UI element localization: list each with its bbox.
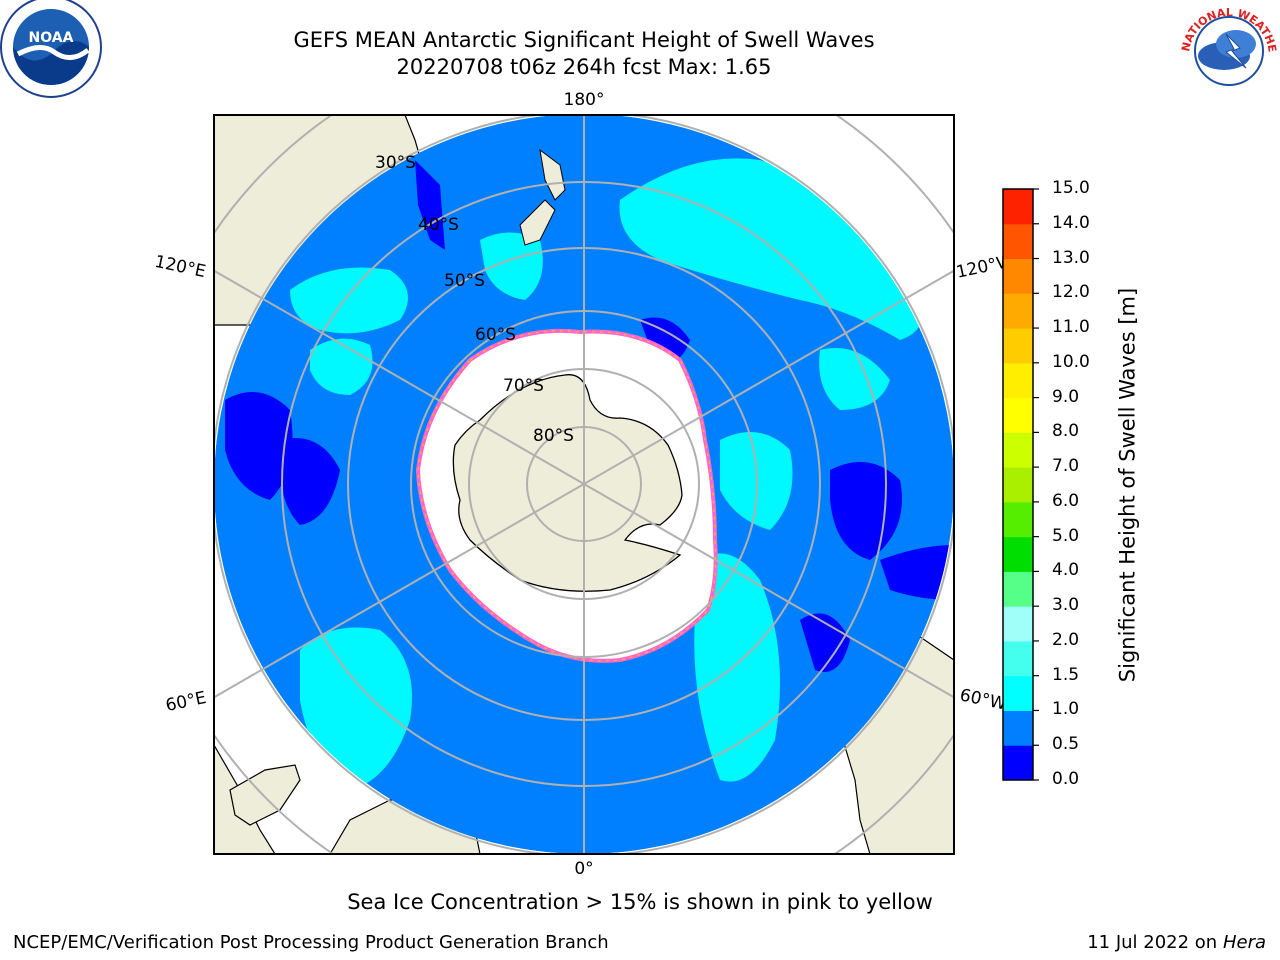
colorbar-tick-label: 11.0 — [1052, 317, 1090, 338]
colorbar-swatch — [1003, 397, 1033, 433]
lat-label-70s: 70°S — [503, 376, 544, 396]
lat-label-30s: 30°S — [375, 153, 416, 173]
noaa-logo: NOAA — [0, 0, 102, 98]
colorbar-tick-label: 14.0 — [1052, 212, 1090, 233]
chart-title: GEFS MEAN Antarctic Significant Height o… — [293, 28, 875, 52]
colorbar-tick-label: 15.0 — [1052, 178, 1090, 198]
colorbar-swatch — [1003, 223, 1033, 260]
swell-band-1-1.5m — [290, 158, 923, 790]
colorbar-tick-label: 2.0 — [1052, 629, 1080, 650]
lon-label-0: 0° — [574, 859, 593, 879]
colorbar-tick-label: 4.0 — [1052, 560, 1080, 581]
colorbar-swatch — [1003, 745, 1033, 781]
colorbar — [1002, 188, 1039, 781]
colorbar-swatch — [1003, 710, 1033, 746]
noaa-logo-text: NOAA — [29, 30, 74, 46]
colorbar-swatch — [1003, 501, 1033, 538]
colorbar-swatch — [1003, 467, 1033, 503]
antarctica-land — [452, 374, 683, 592]
lat-label-40s: 40°S — [418, 215, 459, 235]
sea-ice-note: Sea Ice Concentration > 15% is shown in … — [347, 890, 933, 914]
colorbar-swatch — [1003, 258, 1033, 294]
colorbar-tick-label: 3.0 — [1052, 595, 1080, 616]
colorbar-tick-label: 7.0 — [1052, 456, 1080, 477]
lon-label-60e: 60°E — [164, 688, 208, 716]
footer-date-text: 11 Jul 2022 on — [1087, 932, 1218, 953]
new-zealand-south — [519, 199, 556, 246]
colorbar-tick-label: 8.0 — [1052, 421, 1080, 442]
colorbar-swatch — [1003, 362, 1033, 399]
colorbar-tick-label: 0.5 — [1052, 734, 1080, 755]
colorbar-swatch — [1003, 189, 1033, 225]
colorbar-tick-label: 6.0 — [1052, 490, 1080, 511]
colorbar-swatch — [1003, 606, 1033, 642]
lon-label-180: 180° — [564, 90, 605, 110]
colorbar-tick-label: 5.0 — [1052, 525, 1080, 546]
footer-date: 11 Jul 2022 on Hera — [1087, 932, 1266, 953]
lat-label-50s: 50°S — [444, 271, 485, 291]
map-panel: 30°S 40°S 50°S 60°S 70°S 80°S — [214, 115, 954, 854]
colorbar-swatch — [1003, 571, 1033, 607]
colorbar-swatch — [1003, 432, 1033, 468]
swell-band-0-0.5m — [225, 160, 954, 672]
colorbar-swatch — [1003, 293, 1033, 329]
colorbar-tick-label: 9.0 — [1052, 386, 1080, 407]
colorbar-swatch — [1003, 675, 1033, 711]
lon-label-120e: 120°E — [153, 252, 208, 282]
colorbar-tick-label: 1.0 — [1052, 699, 1080, 720]
colorbar-tick-label: 10.0 — [1052, 351, 1090, 372]
nws-logo: NATIONAL WEATHER SERVICE — [1174, 0, 1279, 101]
graticule — [214, 115, 954, 854]
lon-label-60w: 60°W — [958, 685, 1008, 714]
colorbar-swatch — [1003, 536, 1033, 572]
lat-label-80s: 80°S — [533, 426, 574, 446]
colorbar-tick-label: 0.0 — [1052, 769, 1080, 789]
colorbar-tick-label: 1.5 — [1052, 664, 1080, 685]
latitude-labels: 30°S 40°S 50°S 60°S 70°S 80°S — [375, 153, 574, 446]
colorbar-label: Significant Height of Swell Waves [m] — [1115, 287, 1140, 683]
footer-host: Hera — [1222, 932, 1266, 953]
colorbar-tick-label: 13.0 — [1052, 247, 1090, 268]
footer-credit: NCEP/EMC/Verification Post Processing Pr… — [13, 932, 609, 953]
new-zealand — [539, 148, 566, 201]
map-frame — [213, 114, 955, 855]
lat-label-60s: 60°S — [475, 325, 516, 345]
colorbar-frame — [1002, 188, 1034, 781]
colorbar-tick-label: 12.0 — [1052, 282, 1090, 303]
colorbar-swatch — [1003, 640, 1033, 677]
chart-subtitle: 20220708 t06z 264h fcst Max: 1.65 — [396, 55, 772, 79]
colorbar-swatch — [1003, 328, 1033, 364]
